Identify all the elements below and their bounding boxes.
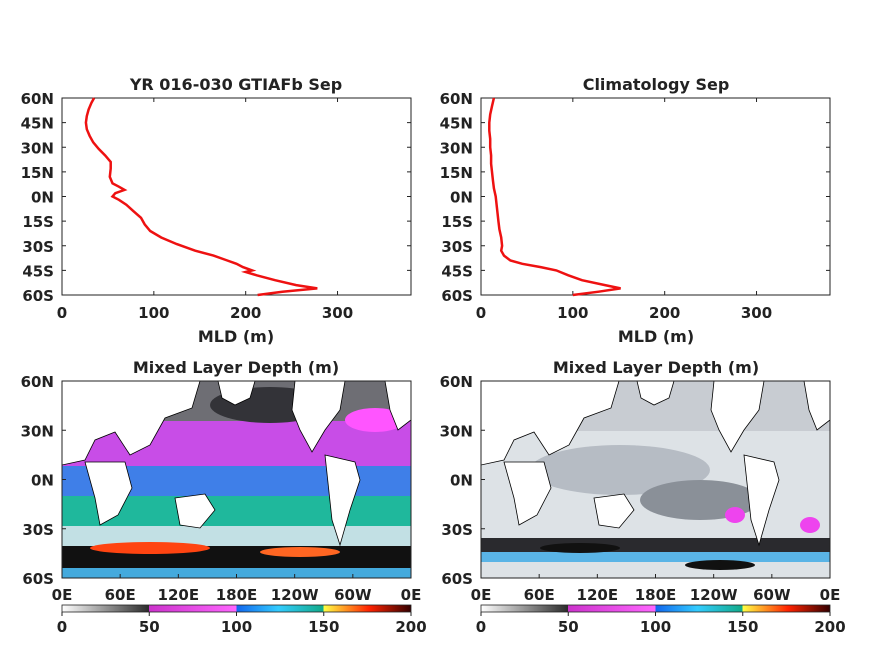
colorbar-tick-label: 50 (558, 618, 579, 636)
y-tick-label: 60S (441, 570, 473, 588)
x-tick-label: 0E (401, 586, 422, 604)
y-tick-label: 45N (440, 115, 473, 133)
x-tick-label: 200 (230, 304, 261, 322)
y-tick-label: 60N (21, 90, 54, 108)
y-tick-label: 45S (22, 262, 54, 280)
colorbar-tick-label: 0 (57, 618, 67, 636)
y-tick-label: 30S (441, 238, 473, 256)
colorbar (480, 604, 831, 613)
x-tick-label: 200 (649, 304, 680, 322)
x-tick-label: 0E (52, 586, 73, 604)
x-tick-label: 300 (741, 304, 772, 322)
x-tick-label: 300 (322, 304, 353, 322)
chart-title: Mixed Layer Depth (m) (133, 358, 339, 377)
x-tick-label: 0E (820, 586, 841, 604)
y-tick-label: 30N (21, 139, 54, 157)
x-tick-label: 0 (57, 304, 67, 322)
panel-map-climatology: Mixed Layer Depth (m) 0E 60E 120E 180E 120W 6… (440, 358, 846, 636)
colorbar-tick-label: 100 (640, 618, 671, 636)
y-tick-label: 60N (21, 373, 54, 391)
y-tick-label: 30S (22, 521, 54, 539)
x-tick-label: 180E (635, 586, 677, 604)
panel-map-model: Mixed Layer Depth (m) 0E 60E 120E 180E 120 (21, 358, 427, 636)
x-tick-label: 120W (690, 586, 738, 604)
plot-frame (61, 97, 412, 296)
series-line (488, 97, 621, 297)
land-masses (62, 381, 411, 547)
y-tick-label: 30N (440, 422, 473, 440)
x-tick-label: 60W (334, 586, 372, 604)
y-tick-label: 0N (31, 472, 54, 490)
x-tick-label: 100 (138, 304, 169, 322)
y-tick-label: 30S (22, 238, 54, 256)
x-axis-label: MLD (m) (198, 327, 274, 346)
y-tick-label: 15S (441, 213, 473, 231)
x-tick-label: 120W (271, 586, 319, 604)
y-tick-label: 0N (31, 189, 54, 207)
y-tick-label: 60S (22, 287, 54, 305)
x-tick-label: 60E (524, 586, 555, 604)
x-axis-label: MLD (m) (618, 327, 694, 346)
land-masses (481, 381, 830, 547)
x-tick-label: 0 (476, 304, 486, 322)
x-tick-label: 100 (557, 304, 588, 322)
colorbar-tick-label: 150 (727, 618, 758, 636)
colorbar-tick-label: 50 (139, 618, 160, 636)
y-tick-label: 45N (21, 115, 54, 133)
x-tick-label: 120E (158, 586, 200, 604)
y-tick-label: 45S (441, 262, 473, 280)
y-tick-label: 15N (21, 164, 54, 182)
colorbar-tick-label: 200 (814, 618, 845, 636)
y-tick-label: 60S (441, 287, 473, 305)
y-tick-label: 60S (22, 570, 54, 588)
chart-title: Climatology Sep (583, 75, 730, 94)
y-tick-label: 30S (441, 521, 473, 539)
y-tick-label: 30N (21, 422, 54, 440)
series-line (84, 97, 318, 297)
y-tick-label: 0N (450, 189, 473, 207)
x-tick-label: 0E (471, 586, 492, 604)
y-tick-label: 60N (440, 373, 473, 391)
colorbar-tick-label: 200 (395, 618, 426, 636)
colorbar-tick-label: 150 (308, 618, 339, 636)
y-tick-label: 15S (22, 213, 54, 231)
y-tick-label: 0N (450, 472, 473, 490)
x-tick-label: 60W (753, 586, 791, 604)
y-tick-label: 60N (440, 90, 473, 108)
colorbar (61, 604, 412, 613)
chart-title: Mixed Layer Depth (m) (553, 358, 759, 377)
x-tick-label: 180E (216, 586, 258, 604)
y-tick-label: 15N (440, 164, 473, 182)
panel-profile-model: YR 016-030 GTIAFb Sep 0 100 200 300 60N 45N 30… (21, 75, 412, 346)
panel-profile-climatology: Climatology Sep 0 100 200 300 60N 45N 30N 15N 0N… (440, 75, 831, 346)
x-tick-label: 120E (577, 586, 619, 604)
y-tick-label: 30N (440, 139, 473, 157)
x-tick-label: 60E (105, 586, 136, 604)
colorbar-tick-label: 0 (476, 618, 486, 636)
chart-title: YR 016-030 GTIAFb Sep (129, 75, 342, 94)
plot-frame (480, 97, 831, 296)
colorbar-tick-label: 100 (221, 618, 252, 636)
